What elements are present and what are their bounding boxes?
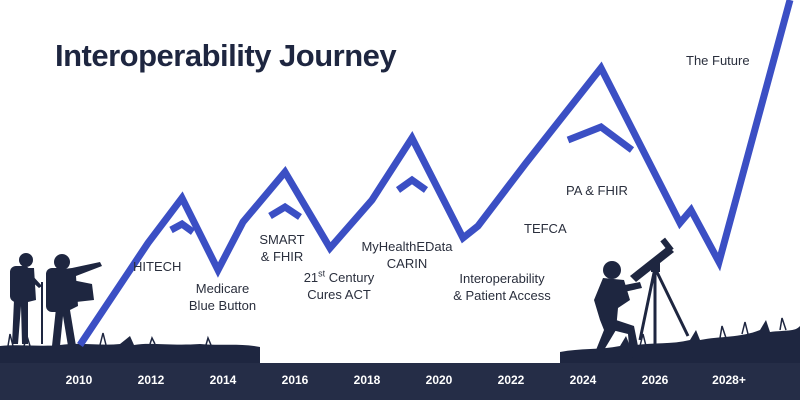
year-label: 2018: [353, 373, 381, 387]
milestone-smart-line2: & FHIR: [260, 249, 304, 264]
milestone-tefca-label: TEFCA: [524, 221, 567, 236]
milestone-smart-line1: SMART: [259, 232, 305, 247]
page-title: Interoperability Journey: [55, 38, 397, 73]
cures-sup: st: [318, 268, 326, 279]
year-label: 2020: [425, 373, 453, 387]
milestone-medicare-line1: Medicare: [195, 281, 250, 296]
milestone-myhealth-line1: MyHealthEData: [361, 239, 453, 254]
year-label: 2022: [497, 373, 525, 387]
year-label: 2012: [137, 373, 165, 387]
milestone-interop-line2: & Patient Access: [453, 288, 551, 303]
milestone-cures-act: 21st Century Cures ACT: [296, 269, 382, 303]
milestone-hitech: HITECH: [133, 258, 181, 275]
year-label: 2026: [641, 373, 669, 387]
year-label: 2010: [65, 373, 93, 387]
milestone-interop-line1: Interoperability: [459, 271, 545, 286]
cures-num: 21: [303, 270, 319, 285]
milestone-future: The Future: [686, 52, 750, 69]
milestone-interoperability: Interoperability & Patient Access: [442, 270, 562, 304]
grass-icon: [0, 317, 800, 364]
milestone-medicare-line2: Blue Button: [188, 298, 257, 313]
milestone-tefca: TEFCA: [524, 220, 567, 237]
stargazer-telescope-icon: [594, 237, 690, 358]
year-label: 2024: [569, 373, 597, 387]
milestone-hitech-label: HITECH: [133, 259, 182, 274]
milestone-pa-fhir: PA & FHIR: [566, 182, 628, 199]
milestone-cures-line1: 21st Century: [296, 269, 382, 286]
year-label: 2016: [281, 373, 309, 387]
journey-line: [77, 0, 794, 347]
year-label: 2014: [209, 373, 237, 387]
milestone-smart-fhir: SMART & FHIR: [254, 231, 310, 265]
milestone-cures-line2: Cures ACT: [307, 287, 371, 302]
milestone-myhealth-line2: CARIN: [386, 256, 428, 271]
milestone-pa-fhir-label: PA & FHIR: [566, 183, 628, 198]
hikers-silhouette-icon: [10, 253, 102, 346]
cures-rest: Century: [325, 270, 375, 285]
milestone-medicare: Medicare Blue Button: [180, 280, 265, 314]
milestone-future-label: The Future: [686, 53, 750, 68]
milestone-myhealthedata: MyHealthEData CARIN: [352, 238, 462, 272]
timeline-axis-bar: [0, 363, 800, 400]
year-label: 2028+: [712, 373, 746, 387]
